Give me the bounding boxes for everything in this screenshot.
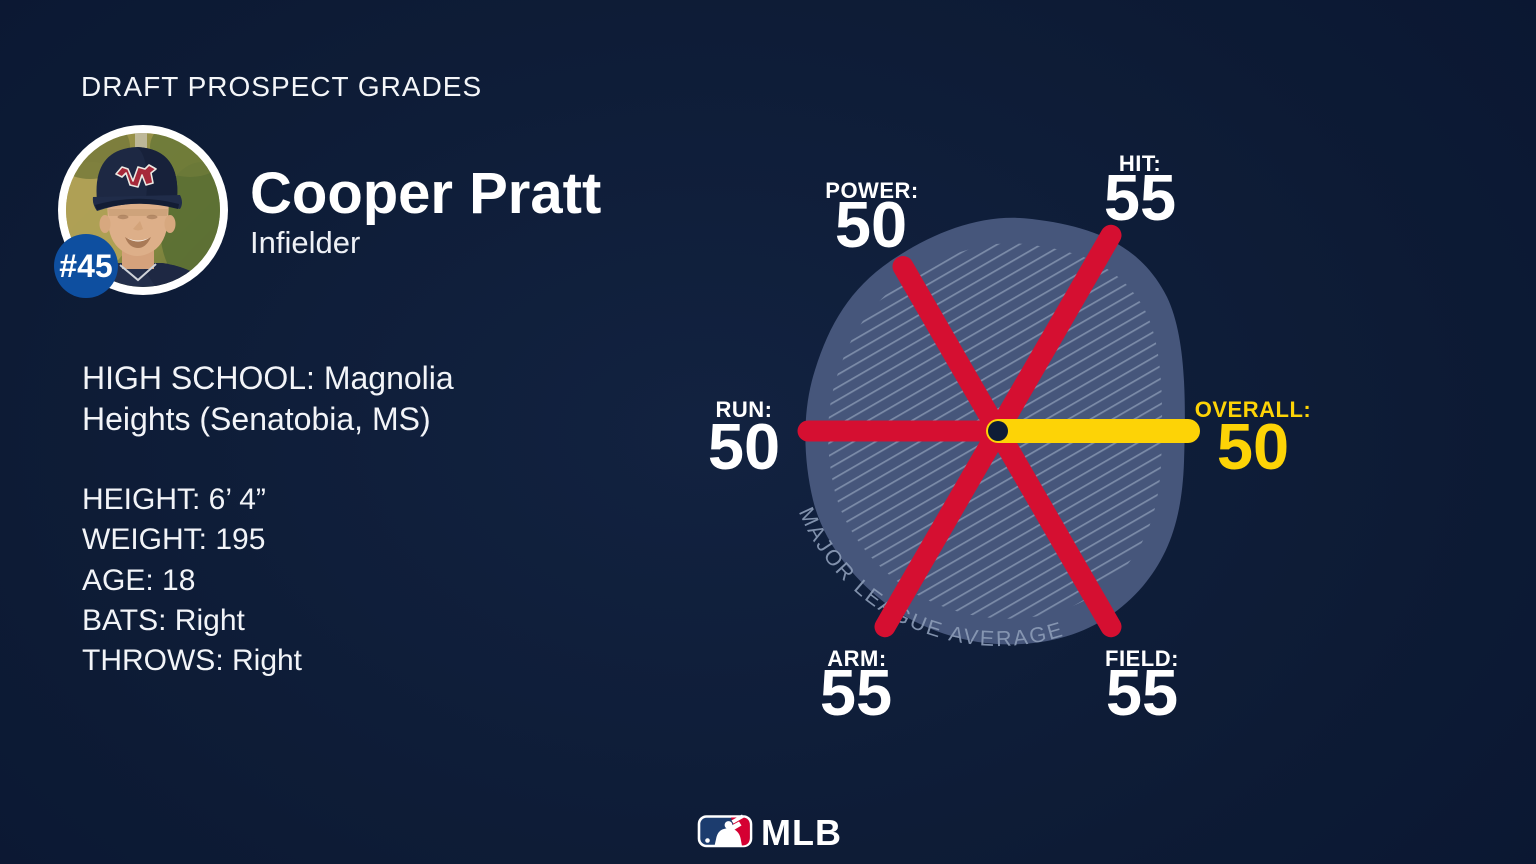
svg-text:#45: #45 bbox=[59, 248, 112, 284]
svg-text:50: 50 bbox=[835, 188, 907, 261]
svg-text:55: 55 bbox=[1104, 161, 1176, 234]
svg-text:POWER:: POWER: bbox=[825, 178, 918, 203]
svg-text:OVERALL:: OVERALL: bbox=[1195, 397, 1311, 422]
svg-text:FIELD:: FIELD: bbox=[1105, 646, 1179, 671]
svg-text:50: 50 bbox=[1217, 410, 1289, 483]
svg-text:MLB: MLB bbox=[761, 812, 842, 853]
svg-text:HIT:: HIT: bbox=[1119, 151, 1161, 176]
svg-text:55: 55 bbox=[820, 656, 892, 729]
svg-text:ARM:: ARM: bbox=[827, 646, 886, 671]
svg-text:50: 50 bbox=[708, 410, 780, 483]
svg-text:RUN:: RUN: bbox=[716, 397, 773, 422]
svg-text:55: 55 bbox=[1106, 656, 1178, 729]
